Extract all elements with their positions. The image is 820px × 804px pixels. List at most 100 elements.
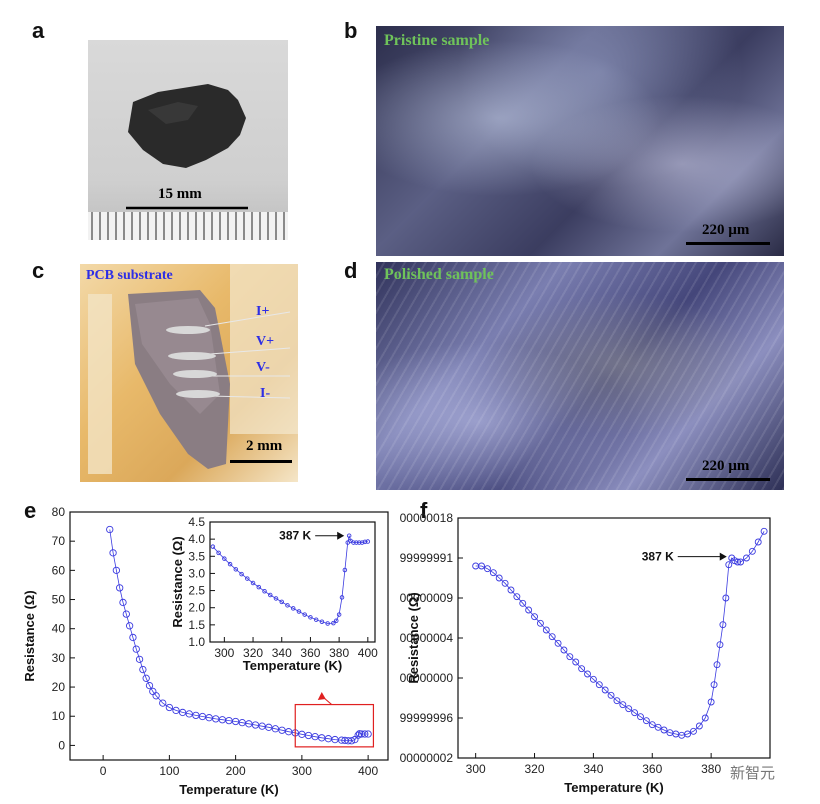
e-inset-pointer-arrowhead	[317, 692, 326, 700]
e-inset-point-15	[296, 609, 302, 614]
f-point-27	[631, 709, 639, 717]
panel-label-c: c	[32, 258, 45, 283]
e-main-point-10	[139, 665, 147, 674]
scale-bar-d	[686, 478, 770, 481]
e-main-xlabel: Temperature (K)	[179, 782, 278, 797]
f-xtick-label-3: 360	[642, 762, 662, 776]
e-inset-ytick-label-5: 3.5	[188, 549, 205, 563]
f-point-3	[489, 569, 497, 577]
scale-label-c: 2 mm	[246, 438, 283, 454]
f-point-1	[478, 562, 485, 570]
chart-resistance-vs-temperature-zoom: 300 320 340 360 380 0.90000000000000002 1.1999…	[400, 511, 771, 795]
e-inset-point-4	[233, 567, 239, 572]
e-inset-point-10	[268, 592, 273, 598]
f-point-29	[642, 717, 650, 725]
f-point-22	[601, 686, 609, 694]
e-inset-ytick-label-1: 1.5	[188, 618, 205, 632]
e-inset-ylabel: Resistance (Ω)	[170, 536, 185, 627]
f-point-14	[554, 639, 562, 647]
f-point-52	[748, 547, 756, 555]
e-main-point-9	[135, 655, 144, 663]
e-inset-ytick-label-0: 1.0	[188, 635, 205, 649]
f-point-53	[754, 538, 762, 546]
f-xtick-label-0: 300	[466, 762, 486, 776]
panel-label-d: d	[344, 258, 358, 283]
caption-polished: Polished sample	[384, 266, 494, 283]
e-inset-point-34	[365, 539, 371, 544]
contact-label-i-plus: I+	[256, 304, 270, 319]
e-main-point-45	[347, 737, 356, 745]
f-point-36	[684, 730, 692, 738]
e-inset-point-14	[290, 606, 296, 611]
e-inset-xtick-label-1: 320	[243, 646, 263, 660]
f-ytick-label-2: 1.50000000000000000	[400, 671, 453, 685]
e-main-ytick-label-2: 20	[52, 680, 66, 694]
f-point-12	[542, 626, 550, 634]
e-main-point-0	[106, 525, 114, 534]
e-inset-point-33	[362, 539, 368, 545]
f-ytick-label-1: 1.19999999999999996	[400, 711, 453, 725]
e-main-point-6	[125, 622, 134, 630]
f-ytick-label-0: 0.90000000000000002	[400, 751, 453, 765]
f-point-18	[578, 665, 586, 673]
e-inset-ytick-label-7: 4.5	[188, 515, 205, 529]
contact-label-v-minus: V-	[256, 360, 270, 375]
e-inset-point-5	[239, 571, 244, 577]
f-point-17	[572, 658, 580, 666]
e-inset-point-0	[210, 544, 216, 549]
f-xtick-label-2: 340	[583, 762, 603, 776]
f-point-19	[584, 670, 591, 678]
e-inset-point-3	[227, 561, 233, 567]
f-point-50	[737, 558, 745, 566]
f-point-43	[716, 641, 724, 649]
e-main-point-7	[129, 633, 137, 642]
micrograph-polished: Polished sample 220 µm	[376, 262, 784, 490]
e-main-ytick-label-3: 30	[52, 651, 66, 665]
scale-label-b: 220 µm	[702, 222, 750, 238]
scale-label-a: 15 mm	[158, 186, 202, 202]
e-main-xtick-label-3: 300	[292, 764, 312, 778]
e-inset-point-27	[346, 533, 352, 538]
e-main-xtick-label-0: 0	[100, 764, 107, 778]
f-point-44	[719, 621, 727, 629]
e-inset-xtick-label-5: 400	[358, 646, 378, 660]
f-point-38	[695, 722, 703, 730]
e-inset-point-20	[325, 621, 330, 626]
e-main-ytick-label-7: 70	[52, 534, 66, 548]
f-point-39	[701, 714, 709, 722]
chart-resistance-vs-temperature: 0 100 200 300 400 0 10 20 30 40 50 60 70 80 Temperatur…	[22, 505, 389, 797]
e-main-point-51	[364, 730, 372, 738]
e-main-point-31	[265, 723, 273, 731]
micrograph-pristine: Pristine sample 220 µm	[376, 26, 784, 256]
e-main-point-32	[271, 725, 280, 733]
e-main-point-17	[172, 706, 180, 715]
e-inset-point-30	[354, 540, 359, 545]
e-main-ytick-label-0: 0	[58, 738, 65, 752]
e-main-point-11	[142, 674, 150, 682]
e-main-point-3	[116, 584, 124, 592]
e-main-point-4	[119, 598, 127, 607]
e-main-xtick-label-4: 400	[358, 764, 378, 778]
f-ytick-label-5: 2.39999999999999991	[400, 551, 453, 565]
e-main-point-14	[152, 692, 160, 700]
e-main-point-2	[112, 566, 121, 575]
e-inset-point-11	[273, 596, 279, 601]
e-main-point-5	[122, 610, 130, 618]
e-inset-point-32	[359, 540, 365, 545]
f-point-37	[690, 727, 697, 735]
e-inset-point-19	[319, 619, 325, 625]
e-main-point-12	[145, 681, 154, 690]
f-point-41	[710, 681, 718, 689]
e-main-point-16	[165, 703, 174, 712]
e-inset-point-7	[250, 580, 256, 586]
e-main-ytick-label-4: 40	[52, 622, 66, 636]
e-inset-point-2	[222, 556, 227, 561]
e-inset-point-1	[216, 550, 221, 556]
f-plot-frame	[457, 517, 771, 759]
pcb-photo: PCB substrate I+ V+ V- I- 2 mm	[80, 264, 298, 482]
e-main-point-19	[185, 710, 193, 718]
e-main-xtick-label-2: 200	[226, 764, 246, 778]
f-point-25	[619, 701, 627, 709]
panel-label-a: a	[32, 18, 45, 43]
f-xtick-label-1: 320	[525, 762, 545, 776]
